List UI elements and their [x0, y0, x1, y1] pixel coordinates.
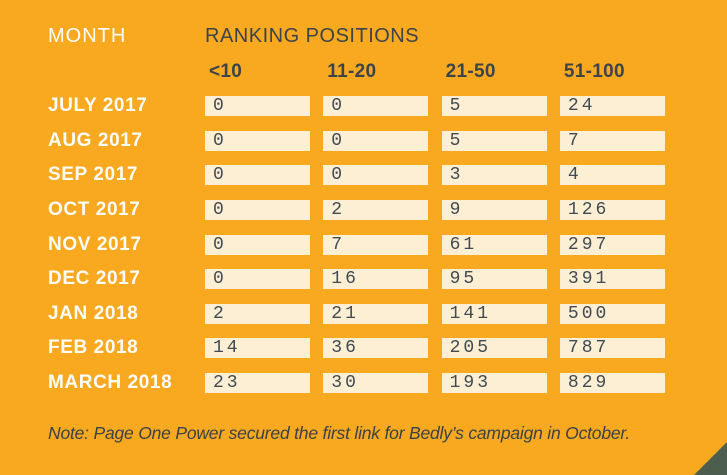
- table-cell: 21: [323, 303, 429, 324]
- table-cell: 7: [559, 130, 665, 151]
- table-cell: 0: [205, 130, 310, 151]
- row-month-label: MARCH 2018: [48, 372, 173, 394]
- table-cell: 297: [559, 234, 665, 255]
- row-month-label: FEB 2018: [48, 337, 139, 359]
- row-month-label: OCT 2017: [48, 198, 141, 220]
- month-column-header: MONTH: [48, 25, 127, 47]
- table-cell: 36: [323, 338, 429, 359]
- table-cell: 2: [323, 199, 429, 220]
- table-cell: 829: [559, 373, 665, 394]
- row-month-label: JAN 2018: [48, 302, 139, 324]
- table-cell: 391: [559, 269, 665, 290]
- column-header-lt10: <10: [209, 61, 243, 82]
- table-cell: 0: [205, 165, 310, 186]
- table-cell: 2: [205, 303, 310, 324]
- row-month-label: NOV 2017: [48, 233, 142, 255]
- table-cell: 14: [205, 338, 310, 359]
- table-cell: 61: [441, 234, 547, 255]
- table-cell: 30: [323, 373, 429, 394]
- table-cell: 0: [205, 234, 310, 255]
- column-headers-row: <10 11-20 21-50 51-100: [205, 61, 678, 83]
- table-cell: 205: [441, 338, 547, 359]
- table-cell: 9: [441, 199, 547, 220]
- table-cell: 0: [205, 199, 310, 220]
- table-row: OCT 2017 0 2 9 126: [0, 198, 727, 235]
- table-row: NOV 2017 0 7 61 297: [0, 233, 727, 270]
- row-month-label: SEP 2017: [48, 164, 139, 186]
- table-cell: 0: [205, 269, 310, 290]
- table-row: FEB 2018 14 36 205 787: [0, 338, 727, 373]
- table-cell: 16: [323, 269, 429, 290]
- column-header-51-100: 51-100: [563, 61, 625, 82]
- table-cell: 5: [441, 130, 547, 151]
- table-body: JULY 2017 0 0 5 24 AUG 2017 0 0 5 7 SEP 2017 0 0 3 4 OC…: [0, 96, 727, 408]
- table-cell: 23: [205, 373, 310, 394]
- table-cell: 126: [559, 199, 665, 220]
- table-cell: 7: [323, 234, 429, 255]
- table-cell: 193: [441, 373, 547, 394]
- row-month-label: JULY 2017: [48, 95, 148, 116]
- row-month-label: DEC 2017: [48, 268, 141, 290]
- row-month-label: AUG 2017: [48, 129, 143, 151]
- table-row: DEC 2017 0 16 95 391: [0, 269, 727, 304]
- table-cell: 500: [559, 303, 665, 324]
- table-cell: 0: [323, 96, 429, 116]
- table-cell: 24: [559, 96, 665, 116]
- table-row: AUG 2017 0 0 5 7: [0, 129, 727, 166]
- corner-triangle-decoration: [694, 442, 727, 475]
- column-header-21-50: 21-50: [445, 61, 496, 82]
- ranking-positions-header: RANKING POSITIONS: [205, 25, 420, 47]
- table-cell: 0: [323, 165, 429, 186]
- table-cell: 3: [441, 165, 547, 186]
- column-header-11-20: 11-20: [327, 61, 377, 82]
- table-cell: 141: [441, 303, 547, 324]
- table-cell: 0: [323, 130, 429, 151]
- table-row: SEP 2017 0 0 3 4: [0, 165, 727, 200]
- table-cell: 5: [441, 96, 547, 116]
- footnote-text: Note: Page One Power secured the first l…: [48, 423, 631, 443]
- table-cell: 95: [441, 269, 547, 290]
- table-cell: 0: [205, 96, 310, 116]
- table-row: MARCH 2018 23 30 193 829: [0, 373, 727, 408]
- table-row: JAN 2018 2 21 141 500: [0, 302, 727, 339]
- table-row: JULY 2017 0 0 5 24: [0, 96, 727, 131]
- table-cell: 4: [559, 165, 665, 186]
- table-cell: 787: [559, 338, 665, 359]
